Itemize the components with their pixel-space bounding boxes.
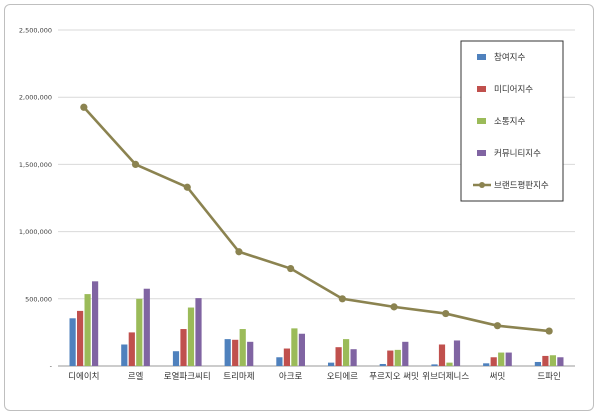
bar-커뮤니티지수: [505, 352, 512, 366]
bar-소통지수: [136, 298, 143, 366]
bar-소통지수: [84, 294, 91, 366]
point-브랜드평판지수: [80, 103, 88, 111]
x-category-label: 디에이치: [68, 371, 99, 382]
legend-swatch: [477, 54, 486, 60]
bar-참여지수: [69, 318, 76, 366]
bar-미디어지수: [283, 348, 290, 366]
bar-미디어지수: [180, 329, 187, 366]
line-브랜드평판지수: [82, 106, 550, 333]
x-category-label: 오티에르: [327, 372, 358, 382]
bar-미디어지수: [335, 347, 342, 366]
x-category-label: 로열파크씨티: [164, 372, 211, 382]
bar-미디어지수: [490, 357, 497, 366]
bar-커뮤니티지수: [350, 349, 357, 366]
bar-소통지수: [291, 328, 298, 366]
legend-swatch: [477, 118, 486, 124]
bar-미디어지수: [387, 350, 394, 366]
y-tick-label: -: [50, 363, 53, 371]
point-브랜드평판지수: [235, 248, 243, 256]
bar-커뮤니티지수: [92, 281, 99, 366]
x-category-label: 르엘: [128, 372, 144, 382]
y-tick-label: 500,000: [25, 295, 52, 303]
point-브랜드평판지수: [545, 327, 553, 335]
y-tick-label: 1,000,000: [19, 228, 52, 236]
bar-소통지수: [549, 355, 556, 366]
bar-참여지수: [121, 344, 128, 366]
y-axis: - 500,000 1,000,000 1,500,000 2,000,000 2,500…: [19, 27, 53, 371]
bar-커뮤니티지수: [453, 340, 461, 366]
bar-소통지수: [446, 362, 453, 366]
bar-series: [69, 281, 564, 366]
x-category-label: 써밋: [490, 371, 506, 382]
point-브랜드평판지수: [338, 295, 346, 303]
x-category-label: 드파인: [537, 371, 560, 382]
point-브랜드평판지수: [183, 183, 191, 191]
x-axis: 디에이치 르엘 로열파크씨티 트리마제 아크로 오티에르 푸르지오 써밋 위브더제니스 써밋 드파…: [68, 371, 561, 382]
line-series: [80, 103, 553, 335]
bar-참여지수: [483, 363, 490, 366]
point-브랜드평판지수: [131, 160, 140, 168]
point-브랜드평판지수: [442, 309, 450, 318]
bar-미디어지수: [232, 339, 239, 366]
legend-swatch: [477, 86, 486, 92]
legend-label: 참여지수: [494, 52, 525, 63]
y-tick-label: 2,500,000: [19, 27, 52, 35]
bar-미디어지수: [542, 355, 549, 366]
bar-미디어지수: [128, 332, 135, 366]
bar-소통지수: [239, 329, 246, 366]
x-category-label: 푸르지오 써밋: [369, 371, 419, 382]
bar-커뮤니티지수: [402, 341, 409, 366]
bar-소통지수: [187, 307, 195, 366]
bar-참여지수: [328, 362, 335, 366]
y-tick-label: 1,500,000: [19, 161, 52, 169]
bar-참여지수: [172, 351, 180, 366]
legend-label: 미디어지수: [494, 84, 533, 95]
bar-참여지수: [431, 364, 438, 366]
bar-커뮤니티지수: [247, 341, 254, 366]
point-브랜드평판지수: [390, 303, 398, 311]
bar-커뮤니티지수: [298, 333, 305, 366]
x-category-label: 아크로: [279, 371, 303, 382]
bar-커뮤니티지수: [143, 288, 150, 366]
legend-label: 커뮤니티지수: [494, 148, 541, 159]
y-tick-label: 2,000,000: [19, 94, 52, 102]
legend-marker: [479, 182, 485, 188]
x-category-label: 위브더제니스: [422, 371, 469, 382]
legend-swatch: [477, 150, 486, 156]
bar-참여지수: [379, 363, 386, 366]
bar-참여지수: [534, 361, 541, 366]
point-브랜드평판지수: [493, 322, 502, 330]
bar-소통지수: [343, 339, 350, 366]
x-category-label: 트리마제: [223, 372, 254, 382]
legend-label: 소통지수: [494, 117, 525, 127]
bar-소통지수: [498, 352, 505, 366]
bar-참여지수: [224, 339, 231, 366]
bar-커뮤니티지수: [557, 357, 564, 366]
bar-참여지수: [276, 357, 283, 366]
bar-미디어지수: [77, 310, 84, 366]
legend-label: 브랜드평판지수: [494, 180, 549, 191]
point-브랜드평판지수: [287, 264, 295, 273]
bar-소통지수: [394, 349, 401, 366]
bar-커뮤니티지수: [195, 298, 202, 366]
bar-미디어지수: [438, 344, 446, 366]
